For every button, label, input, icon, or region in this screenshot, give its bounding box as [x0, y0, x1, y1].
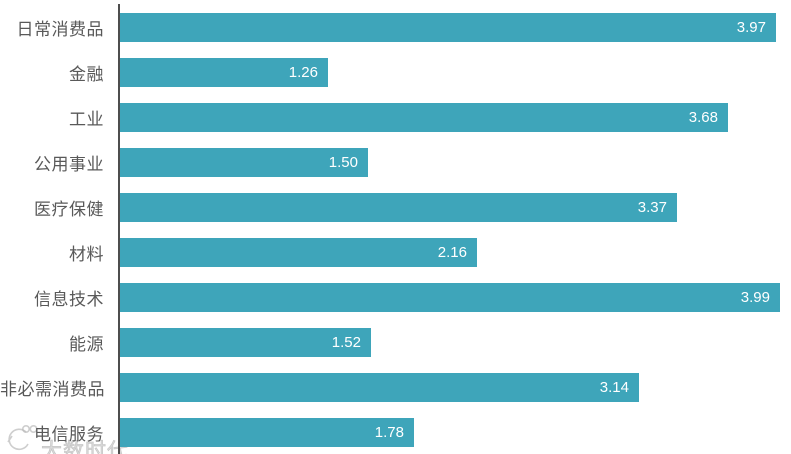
bar: 2.16 [120, 238, 477, 267]
value-label: 3.37 [637, 199, 667, 216]
value-label: 1.50 [328, 154, 358, 171]
category-label: 非必需消费品 [0, 380, 105, 399]
category-label: 公用事业 [34, 155, 104, 174]
category-label: 日常消费品 [16, 20, 104, 39]
category-label: 能源 [69, 335, 104, 354]
value-label: 3.68 [688, 109, 718, 126]
bar: 3.99 [120, 283, 780, 312]
category-axis-line [118, 4, 120, 454]
category-label: 材料 [69, 245, 104, 264]
category-label: 工业 [69, 110, 104, 129]
value-label: 3.97 [736, 19, 766, 36]
category-label: 信息技术 [34, 290, 104, 309]
chart-row: 日常消费品 3.97 [0, 5, 791, 50]
chart-row: 能源 1.52 [0, 320, 791, 365]
chart-row: 医疗保健 3.37 [0, 185, 791, 230]
bar: 3.37 [120, 193, 677, 222]
value-label: 3.99 [740, 289, 770, 306]
bar: 1.78 [120, 418, 414, 447]
value-label: 1.52 [331, 334, 361, 351]
bar: 3.97 [120, 13, 776, 42]
bar: 3.68 [120, 103, 728, 132]
value-label: 3.14 [599, 379, 629, 396]
category-label: 金融 [69, 65, 104, 84]
category-label: 医疗保健 [34, 200, 104, 219]
chart-row: 工业 3.68 [0, 95, 791, 140]
chart-row: 非必需消费品 3.14 [0, 365, 791, 410]
value-label: 1.26 [288, 64, 318, 81]
bar: 3.14 [120, 373, 639, 402]
value-label: 1.78 [374, 424, 404, 441]
chart-row: 金融 1.26 [0, 50, 791, 95]
bar: 1.26 [120, 58, 328, 87]
chart-row: 信息技术 3.99 [0, 275, 791, 320]
chart-row: 公用事业 1.50 [0, 140, 791, 185]
chart-row: 材料 2.16 [0, 230, 791, 275]
category-label: 电信服务 [34, 425, 104, 444]
bar: 1.50 [120, 148, 368, 177]
bar: 1.52 [120, 328, 371, 357]
value-label: 2.16 [437, 244, 467, 261]
chart-row: 电信服务 1.78 [0, 410, 791, 454]
